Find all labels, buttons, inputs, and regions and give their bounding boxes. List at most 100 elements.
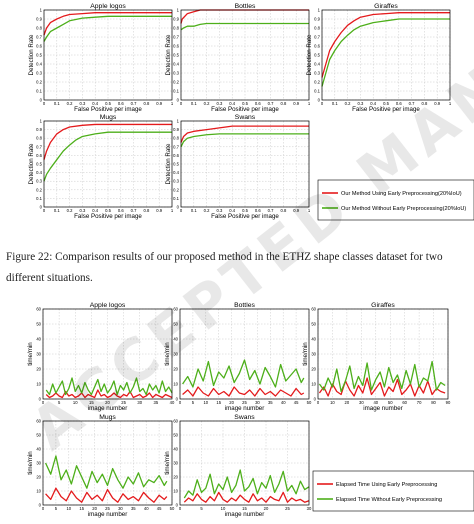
y-tick-label: 0.2 — [314, 80, 320, 85]
y-tick-label: 30 — [36, 461, 41, 466]
x-tick-label: 35 — [154, 400, 159, 405]
x-tick-label: 0 — [43, 101, 46, 106]
y-tick-label: 60 — [36, 307, 41, 312]
x-tick-label: 5 — [55, 506, 58, 511]
x-tick-label: 0.3 — [216, 208, 222, 213]
y-tick-label: 0.1 — [36, 196, 42, 201]
legend-1: Our Method Using Early Preprocessing(20%… — [317, 179, 474, 221]
y-tick-label: 0.7 — [36, 144, 42, 149]
y-tick-label: 40 — [36, 337, 41, 342]
x-tick-label: 50 — [307, 400, 312, 405]
y-tick-label: 0.5 — [173, 162, 179, 167]
chart-title: Bottles — [234, 302, 255, 309]
series-line-red — [43, 12, 172, 36]
x-tick-label: 30 — [359, 400, 364, 405]
y-tick-label: 0.9 — [36, 17, 42, 22]
y-tick-label: 0.9 — [36, 127, 42, 132]
y-tick-label: 20 — [36, 367, 41, 372]
legend-label: Elapsed Time Using Early Preprocessing — [336, 482, 437, 488]
x-tick-label: 30 — [255, 400, 260, 405]
y-tick-label: 0 — [39, 397, 42, 402]
x-tick-label: 0 — [321, 101, 324, 106]
y-tick-label: 0.9 — [173, 17, 179, 22]
y-tick-label: 0.5 — [36, 53, 42, 58]
x-tick-label: 0.3 — [357, 101, 363, 106]
y-tick-label: 0 — [40, 98, 43, 103]
x-tick-label: 0.1 — [332, 101, 338, 106]
x-axis-label: image number — [363, 405, 403, 412]
x-tick-label: 1 — [308, 101, 311, 106]
x-tick-label: 0.3 — [79, 208, 85, 213]
plot-frame — [180, 9, 310, 101]
x-tick-label: 1 — [171, 101, 174, 106]
y-tick-label: 30 — [36, 352, 41, 357]
x-tick-label: 0.7 — [409, 101, 415, 106]
x-axis-label: False Positive per image — [211, 213, 279, 220]
x-tick-label: 0 — [42, 400, 45, 405]
plot-frame — [180, 120, 310, 208]
chart-title: Swans — [235, 114, 256, 121]
x-tick-label: 10 — [221, 506, 226, 511]
y-tick-label: 1 — [177, 8, 180, 13]
x-tick-label: 5 — [200, 506, 203, 511]
series-line-green — [44, 455, 168, 489]
y-tick-label: 60 — [311, 307, 316, 312]
legend-label: Our Method Without Early Preprocessing(2… — [341, 206, 466, 212]
x-tick-label: 35 — [131, 506, 136, 511]
y-tick-label: 50 — [36, 433, 41, 438]
y-tick-label: 30 — [173, 352, 178, 357]
chart-title: Mugs — [99, 414, 116, 421]
x-tick-label: 50 — [170, 506, 175, 511]
x-tick-label: 0.9 — [156, 101, 162, 106]
x-tick-label: 0.9 — [293, 101, 299, 106]
x-tick-label: 10 — [66, 506, 71, 511]
y-tick-label: 0.1 — [173, 196, 179, 201]
x-tick-label: 0.3 — [216, 101, 222, 106]
series-line-green — [43, 15, 172, 42]
x-tick-label: 0 — [180, 208, 183, 213]
x-tick-label: 45 — [157, 506, 162, 511]
y-axis-label: Detection Rate — [28, 143, 35, 184]
y-tick-label: 20 — [173, 475, 178, 480]
x-tick-label: 45 — [294, 400, 299, 405]
x-tick-label: 60 — [402, 400, 407, 405]
x-axis-label: image number — [225, 405, 265, 412]
x-tick-label: 15 — [216, 400, 221, 405]
x-tick-label: 1 — [308, 208, 311, 213]
y-tick-label: 0 — [318, 98, 321, 103]
y-tick-label: 0.6 — [314, 44, 320, 49]
legend-box — [317, 179, 474, 221]
x-tick-label: 15 — [79, 506, 84, 511]
x-tick-label: 0.4 — [229, 101, 235, 106]
x-axis-label: False Positive per image — [211, 106, 279, 113]
x-tick-label: 10 — [73, 400, 78, 405]
x-tick-label: 0.9 — [293, 208, 299, 213]
series-line-red — [43, 123, 172, 160]
x-tick-label: 10 — [203, 400, 208, 405]
x-tick-label: 40 — [373, 400, 378, 405]
y-tick-label: 0.2 — [173, 187, 179, 192]
y-tick-label: 60 — [173, 419, 178, 424]
y-tick-label: 0.8 — [173, 136, 179, 141]
series-line-green — [183, 469, 310, 499]
series-line-green — [43, 131, 172, 182]
y-tick-label: 0.5 — [36, 162, 42, 167]
series-line-green — [318, 360, 446, 393]
y-tick-label: 0.2 — [36, 187, 42, 192]
series-line-green — [182, 359, 305, 388]
x-tick-label: 20 — [105, 400, 110, 405]
x-tick-label: 35 — [268, 400, 273, 405]
plot-frame — [179, 308, 310, 400]
x-tick-label: 20 — [264, 506, 269, 511]
chart-title: Bottles — [235, 3, 256, 10]
x-tick-label: 0.2 — [67, 101, 73, 106]
y-axis-label: Detection Rate — [165, 34, 172, 75]
x-axis-label: False Positive per image — [352, 106, 420, 113]
y-tick-label: 0.4 — [173, 62, 179, 67]
y-tick-label: 0.4 — [36, 170, 42, 175]
chart-4: 0 0.1 0.2 0.3 0.4 0.5 0.6 0.7 0.8 0.9 100.10.20.30… — [28, 114, 174, 220]
x-tick-label: 0.9 — [434, 101, 440, 106]
y-axis-label: time/min — [302, 342, 309, 366]
